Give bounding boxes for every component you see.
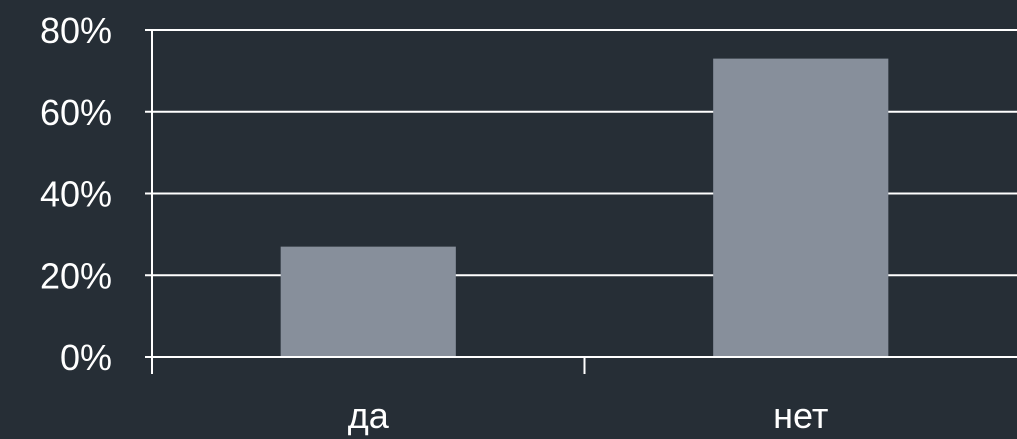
bar-1: [280, 246, 456, 357]
bar-2: [713, 58, 889, 358]
x-category-label: нет: [773, 395, 828, 436]
y-tick-label: 40%: [40, 174, 112, 215]
bars: [280, 58, 889, 358]
labels: 0% 20% 40% 60% 80% да нет: [40, 10, 828, 436]
y-tick-label: 0%: [60, 337, 112, 378]
y-tick-label: 60%: [40, 92, 112, 133]
x-category-label: да: [348, 395, 390, 436]
y-tick-label: 20%: [40, 255, 112, 296]
axes: [145, 29, 1017, 374]
y-tick-label: 80%: [40, 10, 112, 51]
